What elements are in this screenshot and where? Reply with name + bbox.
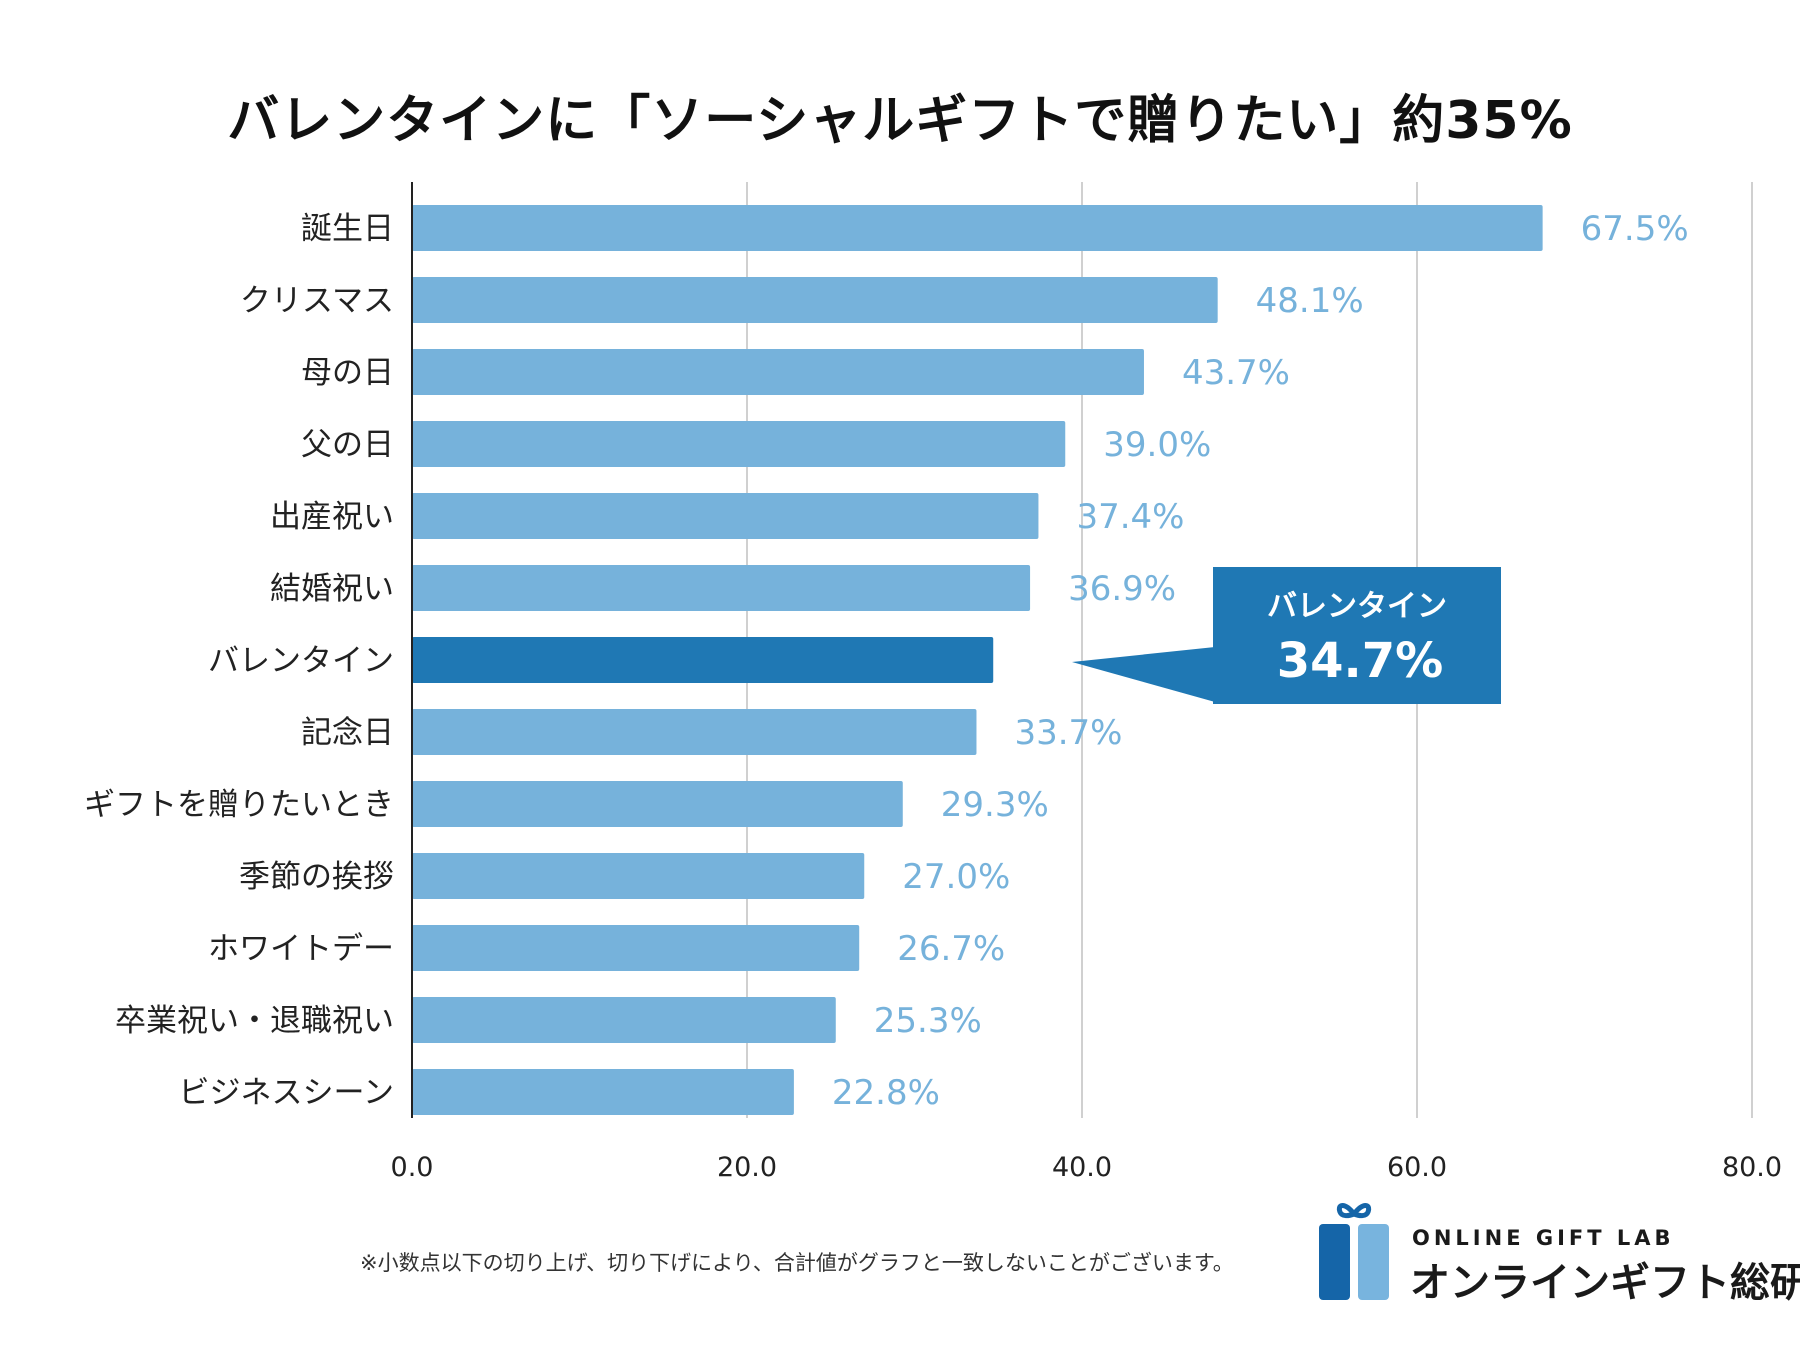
footnote: ※小数点以下の切り上げ、切り下げにより、合計値がグラフと一致しないことがございま… <box>360 1251 1234 1275</box>
category-label: ホワイトデー <box>208 931 394 967</box>
value-label: 26.7% <box>897 929 1005 969</box>
callout-box <box>1213 567 1501 704</box>
bar <box>412 421 1066 467</box>
category-label: 卒業祝い・退職祝い <box>115 1003 394 1039</box>
bar <box>412 781 903 827</box>
value-labels: 67.5% 48.1% 43.7% 39.0% 37.4% 36.9% 33.7% 29.3%… <box>832 209 1689 1113</box>
bar <box>412 925 860 971</box>
value-label: 48.1% <box>1256 281 1364 321</box>
category-label: バレンタイン <box>208 643 394 679</box>
bar <box>412 493 1039 539</box>
category-label: 父の日 <box>301 427 394 463</box>
value-label: 43.7% <box>1182 353 1290 393</box>
logo-english-text: ONLINE GIFT LAB <box>1412 1226 1675 1250</box>
x-tick-labels: 0.0 20.0 40.0 60.0 80.0 <box>391 1152 1783 1183</box>
category-label: ビジネスシーン <box>179 1075 394 1111</box>
category-label: 母の日 <box>301 355 394 391</box>
x-tick-label: 80.0 <box>1722 1152 1782 1183</box>
bar <box>412 709 977 755</box>
value-label: 29.3% <box>941 785 1049 825</box>
category-labels: 誕生日クリスマス母の日父の日出産祝い結婚祝いバレンタイン記念日ギフトを贈りたいと… <box>84 211 394 1111</box>
value-label: 27.0% <box>902 857 1010 897</box>
category-label: ギフトを贈りたいとき <box>84 787 394 823</box>
value-label: 25.3% <box>874 1001 982 1041</box>
x-tick-label: 20.0 <box>717 1152 777 1183</box>
logo-japanese-text: オンラインギフト総研 <box>1410 1260 1800 1306</box>
value-label: 37.4% <box>1076 497 1184 537</box>
chart-title: バレンタインに「ソーシャルギフトで贈りたい」約35% <box>227 91 1573 151</box>
x-tick-label: 0.0 <box>391 1152 434 1183</box>
highlight-callout: バレンタイン 34.7% <box>1072 567 1501 704</box>
callout-value: 34.7% <box>1277 633 1444 689</box>
category-label: 出産祝い <box>270 499 394 535</box>
value-label: 39.0% <box>1103 425 1211 465</box>
bar <box>412 853 865 899</box>
category-label: 記念日 <box>301 715 394 751</box>
category-label: クリスマス <box>240 283 394 319</box>
bar <box>412 277 1218 323</box>
callout-pointer <box>1072 647 1215 702</box>
bars <box>412 205 1543 1115</box>
category-label: 誕生日 <box>301 211 394 247</box>
category-label: 結婚祝い <box>270 571 394 607</box>
value-label: 33.7% <box>1014 713 1122 753</box>
bar <box>412 637 994 683</box>
bar <box>412 349 1144 395</box>
value-label: 36.9% <box>1068 569 1176 609</box>
callout-label: バレンタイン <box>1267 589 1447 624</box>
logo: ONLINE GIFT LAB オンラインギフト総研 <box>1315 1198 1800 1328</box>
bar <box>412 205 1543 251</box>
value-label: 22.8% <box>832 1073 940 1113</box>
x-tick-label: 40.0 <box>1052 1152 1112 1183</box>
category-label: 季節の挨拶 <box>239 859 394 895</box>
x-tick-label: 60.0 <box>1387 1152 1447 1183</box>
bar <box>412 565 1031 611</box>
bar <box>412 1069 794 1115</box>
bar <box>412 997 836 1043</box>
gift-box-icon <box>1319 1203 1389 1300</box>
value-label: 67.5% <box>1581 209 1689 249</box>
